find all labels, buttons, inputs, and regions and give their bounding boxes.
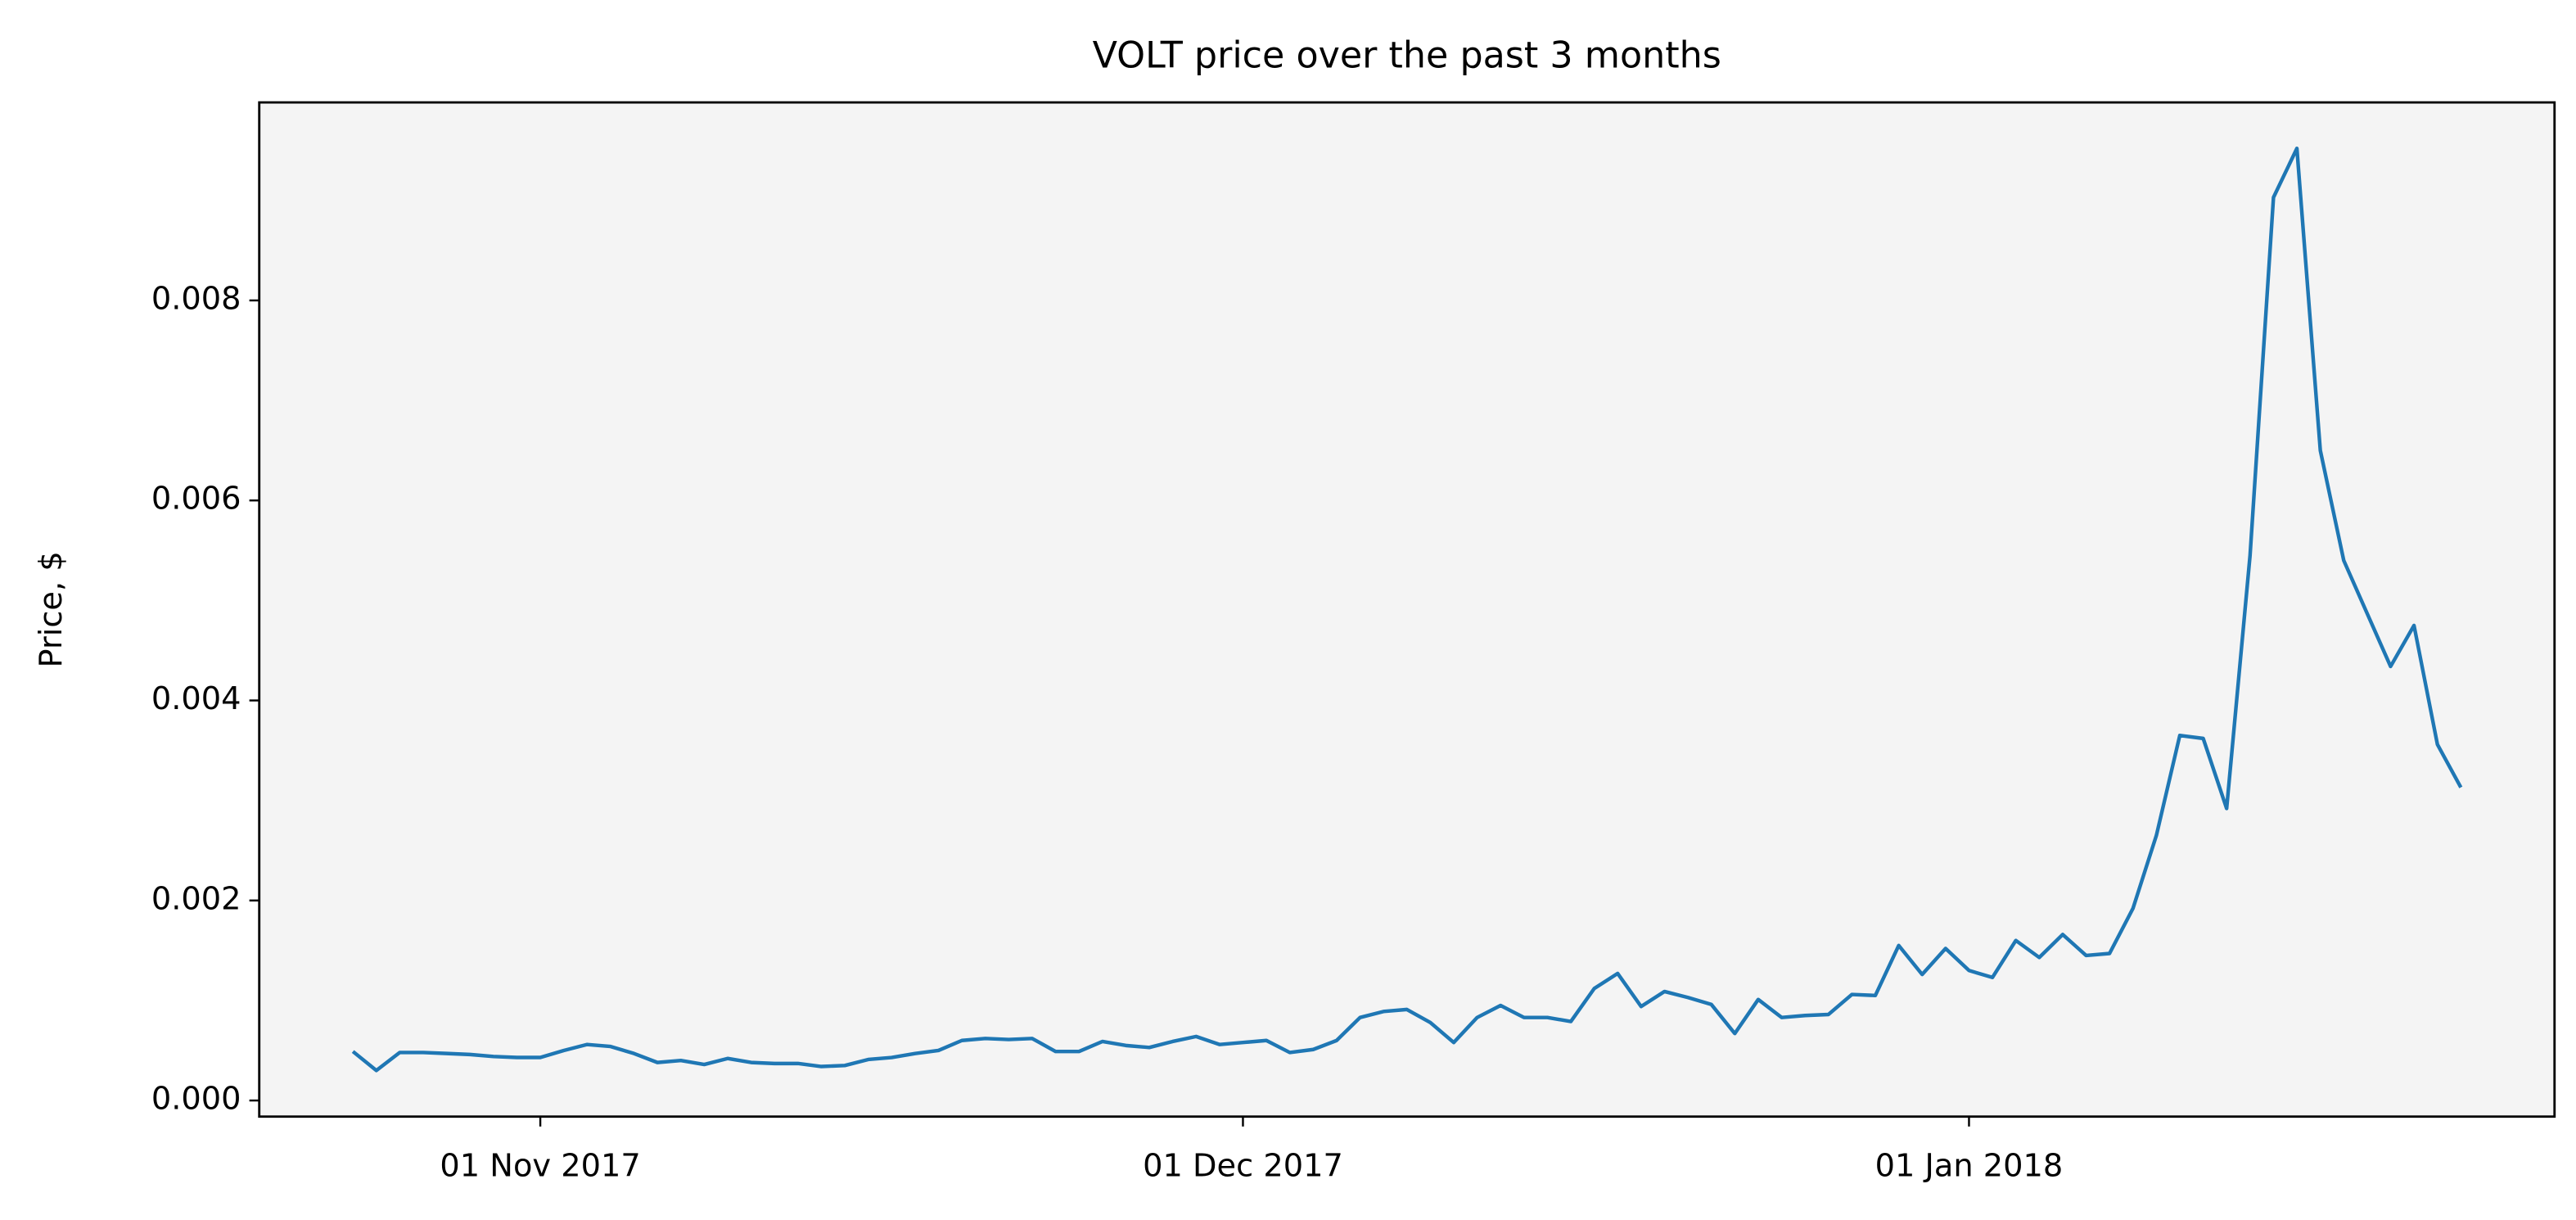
price-line [351,147,2463,1073]
x-tick-label: 01 Nov 2017 [440,1148,640,1185]
plot-area [259,102,2555,1117]
y-tick-label: 0.000 [151,1081,241,1118]
y-tick-label: 0.004 [151,680,241,717]
x-tick-label: 01 Jan 2018 [1875,1148,2064,1185]
y-axis-label: Price, $ [33,551,70,667]
x-tick-label: 01 Dec 2017 [1143,1148,1343,1185]
plot-frame [258,101,2556,1118]
y-tick-label: 0.006 [151,481,241,517]
y-tick-label: 0.008 [151,280,241,317]
y-tick-label: 0.002 [151,880,241,917]
chart-title: VOLT price over the past 3 months [1093,35,1721,77]
